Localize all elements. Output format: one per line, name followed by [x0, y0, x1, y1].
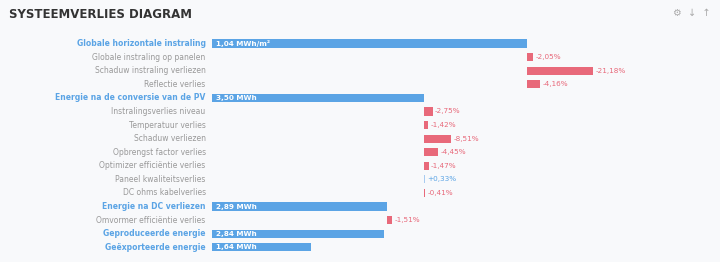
- Text: -4,45%: -4,45%: [441, 149, 466, 155]
- Bar: [212, 203, 387, 211]
- Text: Energie na de conversie van de PV: Energie na de conversie van de PV: [55, 93, 206, 102]
- Bar: [212, 94, 424, 102]
- Text: -21,18%: -21,18%: [596, 68, 626, 74]
- Text: +0,33%: +0,33%: [428, 176, 456, 182]
- Bar: [527, 53, 534, 61]
- Text: 1,04 MWh/m²: 1,04 MWh/m²: [216, 40, 270, 47]
- Bar: [527, 80, 540, 88]
- Text: -2,75%: -2,75%: [435, 108, 461, 114]
- Text: -1,42%: -1,42%: [431, 122, 456, 128]
- Bar: [424, 121, 428, 129]
- Bar: [424, 189, 426, 197]
- Text: Energie na DC verliezen: Energie na DC verliezen: [102, 202, 206, 211]
- Text: Instralingsverlies niveau: Instralingsverlies niveau: [112, 107, 206, 116]
- Text: Schaduw instraling verliezen: Schaduw instraling verliezen: [95, 66, 206, 75]
- Bar: [424, 162, 428, 170]
- Text: -0,41%: -0,41%: [428, 190, 454, 196]
- Bar: [424, 175, 425, 183]
- Text: 2,84 MWh: 2,84 MWh: [216, 231, 257, 237]
- Text: 3,50 MWh: 3,50 MWh: [216, 95, 257, 101]
- Text: -2,05%: -2,05%: [536, 54, 562, 60]
- Text: -1,47%: -1,47%: [431, 163, 456, 169]
- Bar: [212, 230, 384, 238]
- Text: Globale instraling op panelen: Globale instraling op panelen: [92, 53, 206, 62]
- Bar: [212, 243, 312, 252]
- Bar: [212, 39, 527, 48]
- Text: Geëxporteerde energie: Geëxporteerde energie: [105, 243, 206, 252]
- Bar: [527, 67, 593, 75]
- Text: Omvormer efficiëntie verlies: Omvormer efficiëntie verlies: [96, 216, 206, 225]
- Text: -4,16%: -4,16%: [542, 81, 568, 87]
- Text: Schaduw verliezen: Schaduw verliezen: [134, 134, 206, 143]
- Bar: [424, 135, 451, 143]
- Text: Geproduceerde energie: Geproduceerde energie: [103, 229, 206, 238]
- Text: -8,51%: -8,51%: [453, 136, 479, 142]
- Text: Optimizer efficiëntie verlies: Optimizer efficiëntie verlies: [99, 161, 206, 170]
- Bar: [387, 216, 392, 224]
- Text: 1,64 MWh: 1,64 MWh: [216, 244, 257, 250]
- Text: SYSTEEMVERLIES DIAGRAM: SYSTEEMVERLIES DIAGRAM: [9, 8, 192, 21]
- Text: DC ohms kabelverlies: DC ohms kabelverlies: [122, 188, 206, 198]
- Bar: [424, 148, 438, 156]
- Text: Paneel kwaliteitsverlies: Paneel kwaliteitsverlies: [115, 175, 206, 184]
- Text: ⚙  ↓  ↑: ⚙ ↓ ↑: [673, 8, 711, 18]
- Text: 2,89 MWh: 2,89 MWh: [216, 204, 257, 210]
- Text: -1,51%: -1,51%: [395, 217, 420, 223]
- Text: Reflectie verlies: Reflectie verlies: [145, 80, 206, 89]
- Text: Opbrengst factor verlies: Opbrengst factor verlies: [112, 148, 206, 157]
- Text: Globale horizontale instraling: Globale horizontale instraling: [77, 39, 206, 48]
- Bar: [424, 107, 433, 116]
- Text: Temperatuur verlies: Temperatuur verlies: [129, 121, 206, 129]
